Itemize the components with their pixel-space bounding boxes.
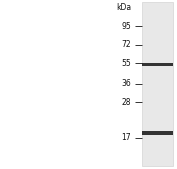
Bar (142, 2, 173, 166)
Text: 17: 17 (121, 133, 131, 142)
Text: 95: 95 (121, 22, 131, 31)
Text: 28: 28 (121, 98, 131, 107)
Text: kDa: kDa (116, 3, 131, 12)
Text: 36: 36 (121, 79, 131, 88)
Text: 55: 55 (121, 59, 131, 68)
Bar (142, 131, 173, 135)
Bar (142, 63, 173, 66)
Text: 72: 72 (121, 40, 131, 49)
